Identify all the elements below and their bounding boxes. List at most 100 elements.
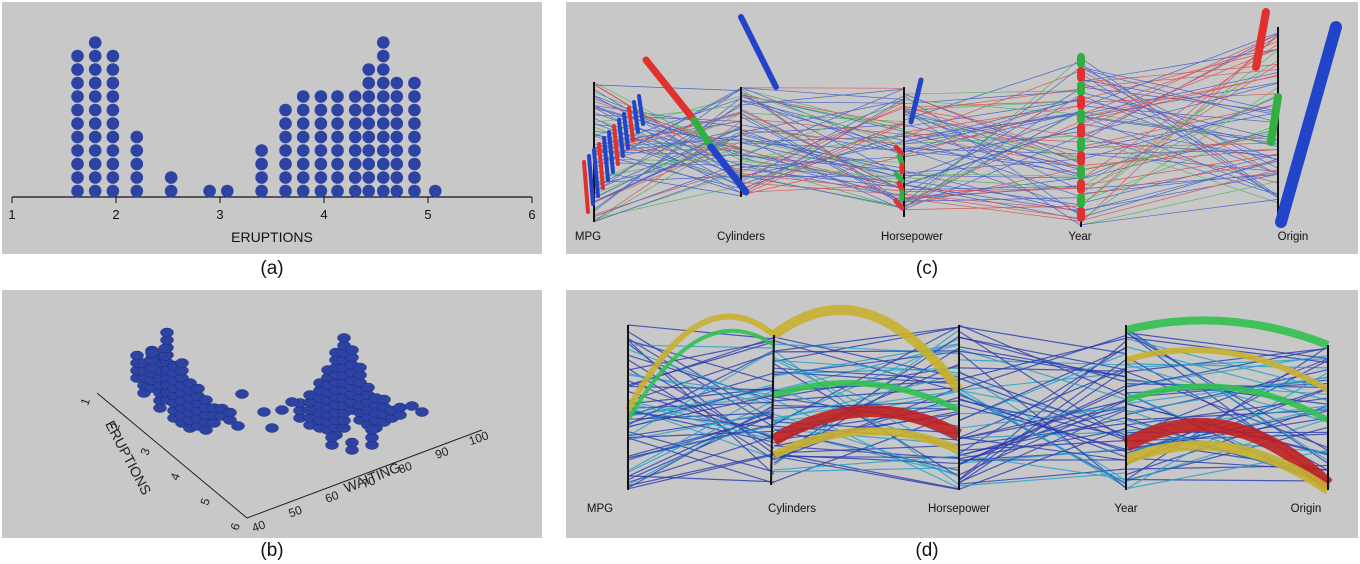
polyline-segment bbox=[1080, 63, 1279, 199]
panel-c: MPG Cylinders Horsepower Year Origin bbox=[566, 2, 1358, 254]
polyline-segment bbox=[903, 145, 1082, 175]
polyline-segment bbox=[1080, 69, 1279, 88]
line-segment bbox=[1125, 338, 1329, 390]
data-dot bbox=[390, 103, 404, 117]
eruptions-tick-label: 4 bbox=[168, 471, 184, 482]
polyline-segment bbox=[903, 120, 1082, 203]
polyline-segment bbox=[740, 88, 905, 106]
axis-labels: MPG Cylinders Horsepower Year Origin bbox=[575, 231, 1308, 243]
data-dot bbox=[314, 184, 328, 198]
cylinder-bar bbox=[627, 106, 635, 142]
data-dot bbox=[376, 130, 390, 144]
polyline-segment bbox=[740, 153, 905, 189]
line-segment bbox=[958, 330, 1127, 440]
data-dot bbox=[376, 90, 390, 103]
polyline-segment bbox=[740, 88, 905, 130]
line-segment bbox=[773, 326, 960, 352]
data-dot bbox=[203, 184, 216, 198]
caption-d: (d) bbox=[915, 540, 939, 561]
line-segment bbox=[773, 325, 960, 426]
polyline-segment bbox=[903, 108, 1082, 138]
data-dot bbox=[130, 184, 144, 198]
data-sphere bbox=[365, 425, 379, 435]
polyline-segment bbox=[740, 95, 905, 183]
data-dot bbox=[88, 157, 102, 171]
data-dot bbox=[71, 171, 84, 184]
arc-bundle bbox=[1122, 417, 1333, 491]
data-dot bbox=[362, 63, 376, 76]
polyline-segment bbox=[903, 99, 1082, 115]
axes bbox=[627, 325, 1329, 490]
data-dot bbox=[408, 117, 421, 130]
waiting-axis-label: WAITING bbox=[342, 459, 403, 496]
chart-d: MPG Cylinders Horsepower Year Origin bbox=[587, 304, 1333, 515]
polyline-segment bbox=[1080, 123, 1279, 160]
line-segment bbox=[958, 431, 1127, 439]
data-dot bbox=[376, 103, 390, 117]
line-segment bbox=[958, 336, 1127, 371]
cylinder-bar bbox=[612, 124, 620, 166]
cylinder-bar bbox=[908, 77, 924, 125]
data-dot bbox=[362, 157, 376, 171]
data-dot bbox=[376, 63, 390, 76]
line-segment bbox=[627, 352, 775, 402]
polyline-segment bbox=[903, 88, 1082, 195]
polyline-segment bbox=[1080, 160, 1279, 196]
polyline-segment bbox=[903, 197, 1082, 222]
polyline-segment bbox=[903, 93, 1082, 160]
polyline-segment bbox=[740, 165, 905, 198]
polyline-segment bbox=[740, 100, 905, 133]
line-segment bbox=[1125, 363, 1329, 423]
data-dot bbox=[255, 184, 268, 198]
line-segment bbox=[1125, 347, 1329, 373]
data-sphere bbox=[265, 423, 279, 433]
data-dot bbox=[331, 103, 344, 117]
polyline-segment bbox=[1080, 94, 1279, 191]
polyline-segment bbox=[1080, 172, 1279, 195]
polyline-segment bbox=[740, 135, 905, 143]
line-segment bbox=[958, 324, 1127, 397]
data-dot bbox=[106, 63, 120, 76]
data-dot bbox=[88, 36, 102, 49]
data-sphere bbox=[345, 345, 359, 355]
polyline-segment bbox=[903, 111, 1082, 205]
axis-label: Origin bbox=[1291, 503, 1322, 515]
cylinder-bar bbox=[690, 116, 715, 151]
cylinder-bar bbox=[896, 153, 905, 166]
data-dot bbox=[88, 90, 102, 103]
polyline-segment bbox=[1080, 142, 1279, 148]
line-segment bbox=[773, 367, 960, 375]
data-dot bbox=[348, 117, 362, 130]
data-dot bbox=[348, 130, 362, 144]
polyline-segment bbox=[593, 120, 742, 153]
polyline-segment bbox=[740, 134, 905, 160]
data-dot bbox=[362, 130, 376, 144]
line-segment bbox=[627, 324, 775, 340]
line-segment bbox=[958, 453, 1127, 480]
axis-label: Year bbox=[1114, 503, 1137, 515]
data-dot bbox=[71, 130, 84, 144]
polyline-segment bbox=[740, 113, 905, 188]
arc-bundle bbox=[1125, 383, 1330, 423]
line-segment bbox=[1125, 363, 1329, 369]
data-dot bbox=[331, 90, 344, 103]
data-dot bbox=[348, 90, 362, 103]
data-dot bbox=[362, 103, 376, 117]
polyline-segment bbox=[903, 125, 1082, 186]
data-dot bbox=[296, 90, 310, 103]
data-dot bbox=[296, 157, 310, 171]
data-dot bbox=[106, 130, 120, 144]
polyline-segment bbox=[1080, 169, 1279, 221]
axis-label: MPG bbox=[587, 503, 613, 515]
axis-line bbox=[770, 334, 775, 486]
panel-d: MPG Cylinders Horsepower Year Origin bbox=[566, 290, 1358, 538]
polyline-segment bbox=[740, 94, 905, 132]
line-segment bbox=[627, 388, 775, 418]
data-dot bbox=[408, 76, 421, 90]
polyline-segment bbox=[903, 111, 1082, 153]
line-segment bbox=[627, 413, 775, 437]
polyline-segment bbox=[740, 99, 905, 142]
cylinder-bar bbox=[642, 56, 698, 124]
data-dot bbox=[314, 90, 328, 103]
polyline-segment bbox=[740, 156, 905, 168]
